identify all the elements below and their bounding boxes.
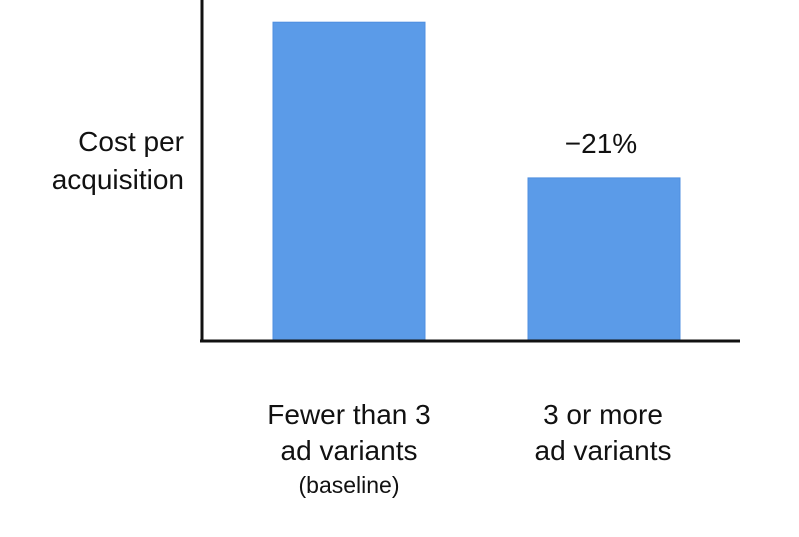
x-tick-label-text: Fewer than 3 ad variants <box>267 399 431 466</box>
bar-chart <box>200 0 740 343</box>
x-tick-sublabel: (baseline) <box>298 472 400 498</box>
x-tick-label: 3 or more ad variants <box>483 361 723 505</box>
chart-container: Cost per acquisition Fewer than 3 ad var… <box>51 0 740 498</box>
bar <box>272 21 426 342</box>
x-tick-label: Fewer than 3 ad variants (baseline) <box>229 361 469 537</box>
bar <box>527 177 681 342</box>
y-axis-label: Cost per acquisition <box>51 126 184 195</box>
data-label: −21% <box>564 128 638 159</box>
bar-group <box>272 21 681 342</box>
x-tick-label-text: 3 or more ad variants <box>534 399 672 466</box>
